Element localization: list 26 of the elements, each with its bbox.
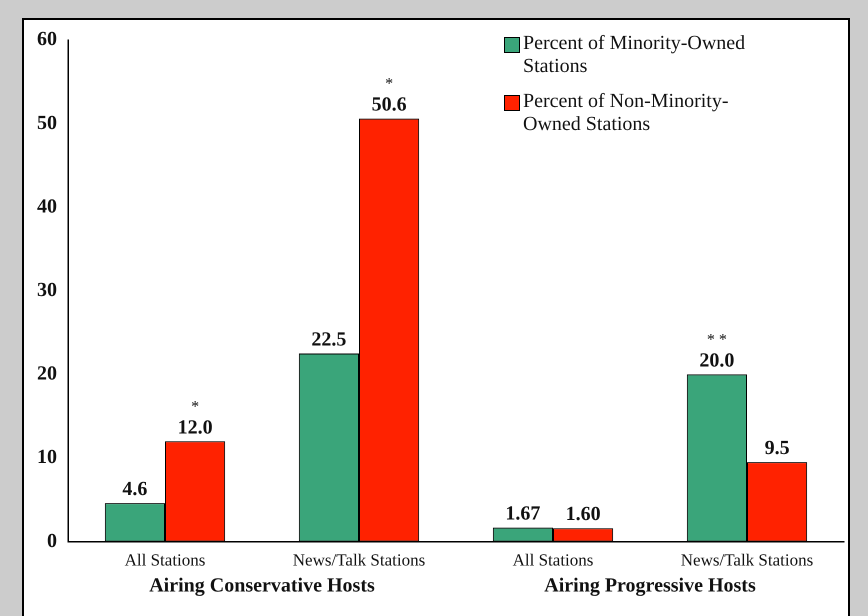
annotation: * [385, 76, 394, 93]
annotation: * [191, 398, 200, 416]
y-tick-label: 30 [37, 278, 57, 301]
text: Airing Conservative Hosts [149, 574, 375, 597]
x-tick-label: News/Talk Stations [680, 550, 814, 570]
text: Airing Progressive Hosts [544, 574, 756, 597]
data-label: 12.0 [178, 416, 213, 438]
data-label: 9.5 [764, 437, 790, 460]
y-tick-label: 20 [37, 362, 57, 385]
annotation: * * [706, 331, 727, 348]
data-label: 1.67 [505, 502, 540, 525]
y-tick-label: 40 [37, 195, 57, 218]
x-tick-label: All Stations [124, 550, 206, 570]
data-label: 1.60 [566, 503, 601, 526]
data-label: 20.0 [699, 349, 734, 372]
legend-label: Percent of Non-Minority-Owned Stations [523, 90, 730, 136]
data-label: 22.5 [311, 328, 346, 350]
data-label: 50.6 [372, 94, 407, 116]
y-tick-label: 10 [37, 446, 57, 468]
y-tick-label: 60 [37, 28, 57, 50]
x-tick-label: News/Talk Stations [292, 550, 426, 570]
x-tick-label: All Stations [512, 550, 594, 570]
y-tick-label: 0 [47, 530, 57, 552]
data-label: 4.6 [122, 478, 148, 500]
y-tick-label: 50 [37, 112, 57, 134]
legend-label: Percent of Minority-Owned Stations [523, 32, 746, 78]
